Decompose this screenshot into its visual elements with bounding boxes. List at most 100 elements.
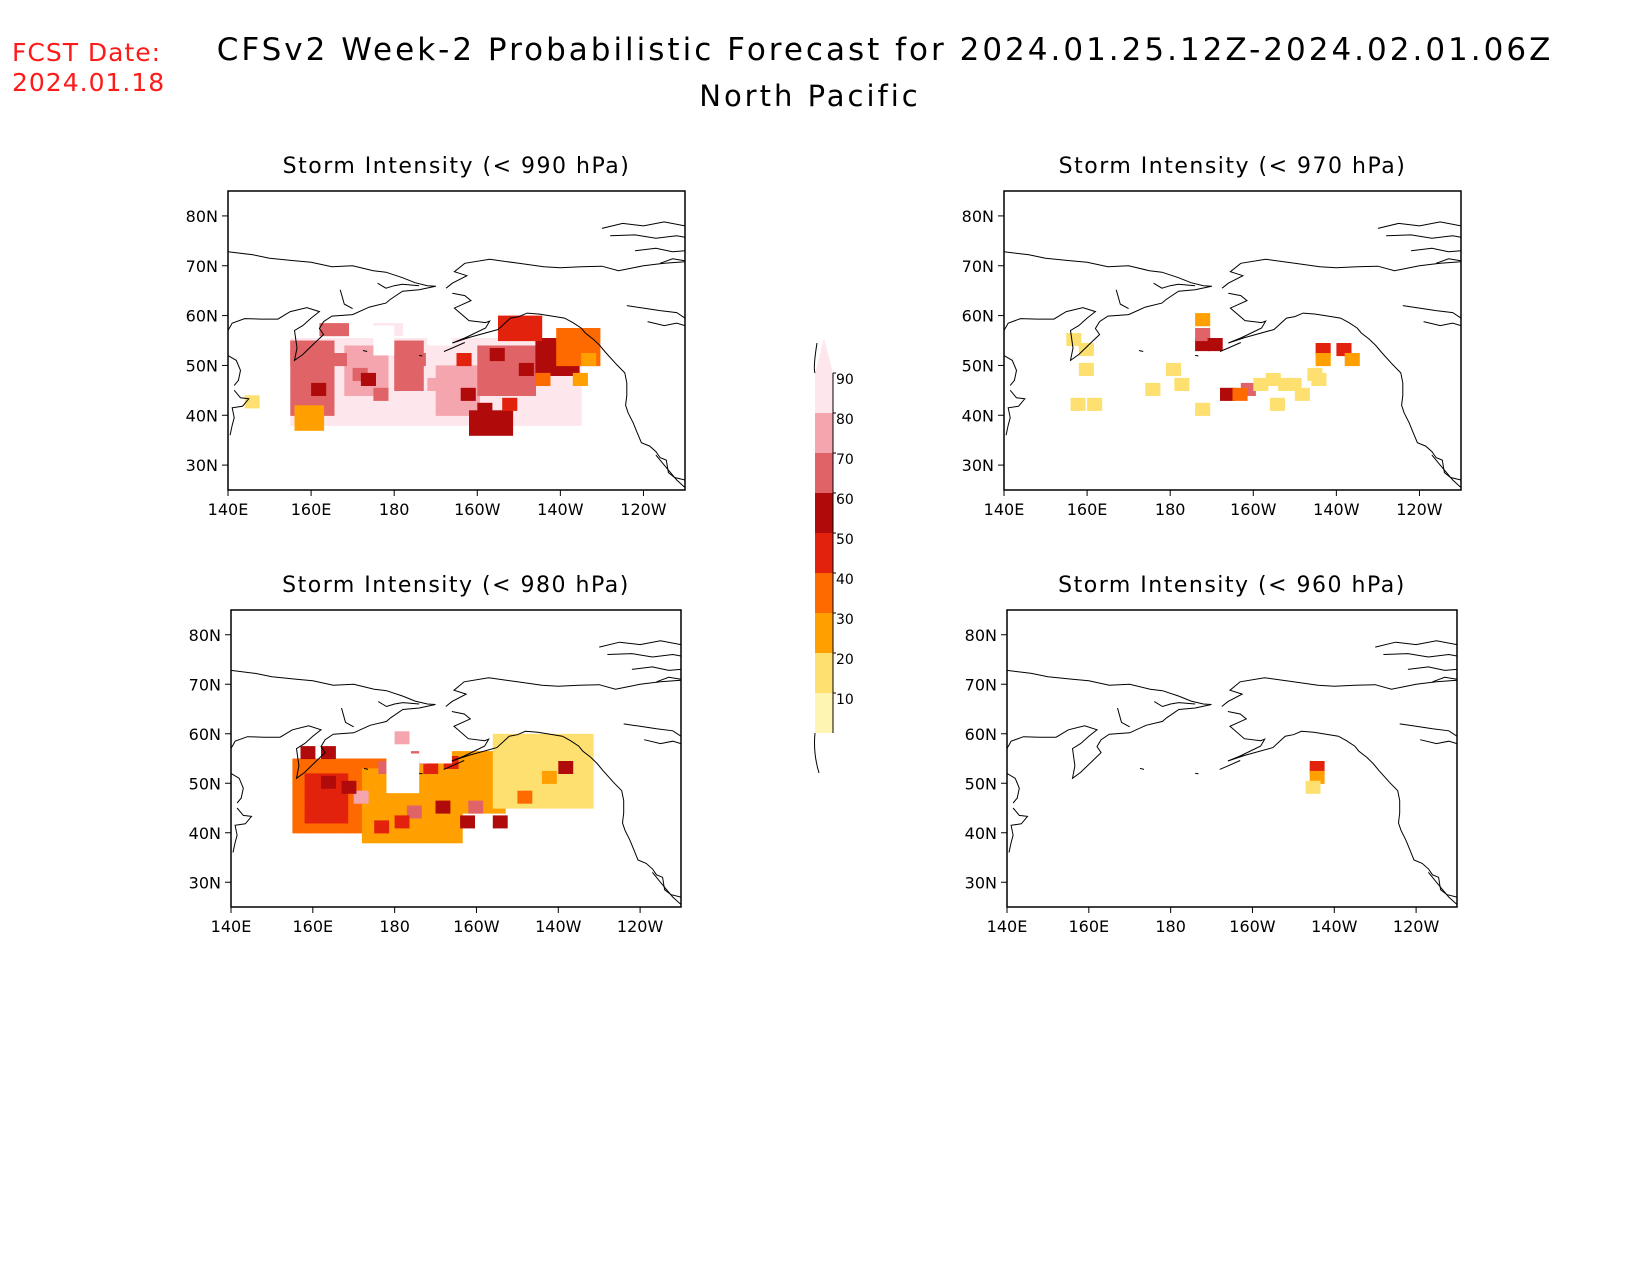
lat-tick-label: 50N [965,774,997,793]
probability-cell [349,758,365,772]
probability-cell [404,830,420,844]
colorbar-label: 50 [836,532,854,548]
probability-cell [523,412,539,426]
probability-cell [585,328,601,342]
probability-cell [535,362,551,376]
probability-cell [290,390,306,404]
colorbar-label: 80 [836,412,854,428]
probability-cell [564,746,580,760]
probability-cell [1265,372,1281,386]
coastline [647,321,685,327]
probability-cell [435,350,451,364]
probability-cell [344,382,360,396]
probability-cell [408,377,424,391]
lat-tick-label: 60N [189,725,221,744]
probability-cell [462,763,477,777]
coastline [1221,258,1461,289]
coastline [362,350,368,352]
coastline [1377,221,1461,229]
probability-cell [447,800,463,814]
probability-cell [394,731,410,745]
lon-tick-label: 160W [1229,917,1276,936]
colorbar-swatch [815,573,833,613]
probability-cell [477,357,493,371]
map-frame [227,190,686,491]
coastline [229,389,250,436]
coastline [1386,234,1461,239]
lon-tick-label: 140W [535,917,582,936]
coastline [451,711,681,898]
probability-cell [304,785,320,799]
probability-cell [319,798,334,812]
probability-cell [564,362,580,376]
probability-cell [492,783,508,797]
coastline [443,760,465,770]
probability-cell [376,793,392,807]
probability-cell [349,770,365,784]
probability-cell [507,770,522,784]
probability-cell [290,340,306,354]
probability-cell [292,808,308,821]
coastline [1004,251,1212,287]
probability-cell [447,788,463,802]
probability-cell [373,357,389,371]
probability-cell [306,820,322,834]
probability-cell [578,783,594,797]
coastline [1375,640,1457,648]
probability-cell [447,830,463,844]
lat-tick-label: 60N [962,307,994,326]
probability-cell [535,733,551,747]
coastline [1008,807,1029,853]
lat-tick-label: 30N [186,456,218,475]
probability-cell [469,422,485,436]
probability-cell [570,328,586,342]
probability-cell [1174,377,1190,391]
probability-cell [348,412,364,426]
probability-cell [489,348,505,362]
probability-cell [392,412,408,426]
coastline [1117,707,1130,728]
coastline [1227,711,1457,898]
coastline [1407,666,1457,671]
probability-cell [527,315,543,329]
probability-cell [1195,402,1211,416]
probability-cell [492,733,508,747]
probability-cell [421,412,437,426]
lat-tick-label: 50N [189,774,221,793]
probability-cell [376,805,392,819]
lat-tick-label: 80N [965,626,997,645]
forecast-date-label: FCST Date: 2024.01.18 [12,38,165,98]
lon-tick-label: 140E [984,500,1025,519]
probability-cell [492,758,508,772]
probability-cell [333,412,349,426]
lat-tick-label: 30N [962,456,994,475]
colorbar: 90 80 70 60 50 40 30 20 10 [813,338,854,774]
probability-cell [435,412,451,426]
map-panel: 80N 70N 60N 50N 40N 30N 140E 160E 180 160W 140W 120… [965,573,1458,936]
probability-cell [353,790,369,804]
no-data-area [373,325,395,356]
panel-title: Storm Intensity (< 960 hPa) [1058,573,1406,598]
coastline [1004,355,1018,386]
lon-tick-label: 160E [1068,917,1109,936]
lon-tick-label: 180 [1155,917,1186,936]
probability-cell [333,400,349,414]
probability-cell [456,353,472,367]
probability-cell [1309,761,1325,774]
probability-cell [1087,397,1103,411]
probability-cell [304,340,320,354]
probability-cell [406,412,422,426]
probability-cell [421,387,437,401]
panel-title: Storm Intensity (< 990 hPa) [283,154,631,179]
coastline [231,704,436,780]
lon-tick-label: 160W [1230,500,1277,519]
probability-cell [390,830,406,844]
probability-cell [476,763,492,777]
probability-cell [1253,377,1269,391]
probability-field [1066,313,1360,416]
probability-cell [306,758,322,772]
probability-cell [1220,387,1236,401]
probability-cell [292,795,308,809]
probability-cell [537,400,553,414]
lat-tick-label: 40N [962,406,994,425]
